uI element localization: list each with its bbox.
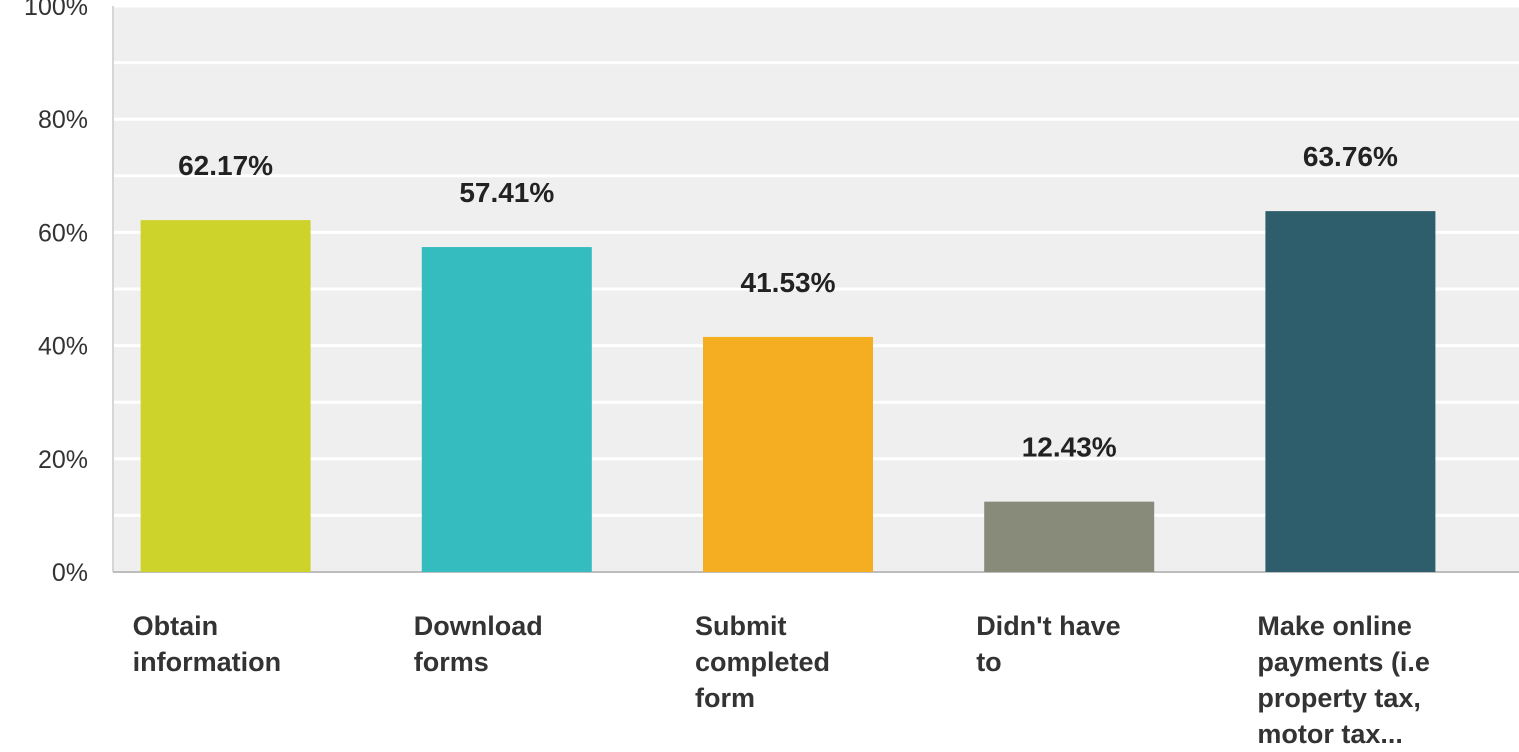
data-label: 12.43%: [1022, 432, 1117, 463]
x-tick-label-line: Download: [414, 611, 543, 641]
x-tick-label: Make online payments (i.e property tax, mot…: [1257, 611, 1430, 749]
x-tick-label-line: forms: [414, 647, 489, 677]
y-tick-label: 80%: [38, 106, 88, 134]
x-tick-label: Obtain information: [133, 611, 282, 677]
bar: [421, 247, 592, 573]
x-tick-label-line: property tax,: [1257, 683, 1421, 713]
x-tick-label-line: to: [976, 647, 1001, 677]
data-label: 57.41%: [459, 177, 554, 208]
x-tick-label-line: payments (i.e: [1257, 647, 1430, 677]
bar: [1265, 211, 1436, 572]
data-label: 62.17%: [178, 150, 273, 181]
x-tick-label-line: information: [133, 647, 282, 677]
data-label: 41.53%: [741, 267, 836, 298]
x-tick-label-line: form: [695, 683, 755, 713]
bar: [984, 501, 1155, 572]
x-tick-label: Download forms: [414, 611, 543, 677]
x-tick-label-line: motor tax...: [1257, 719, 1403, 749]
y-tick-label: 60%: [38, 219, 88, 247]
data-label: 63.76%: [1303, 141, 1398, 172]
x-tick-label-line: Obtain: [133, 611, 219, 641]
y-tick-label: 100%: [24, 0, 88, 21]
x-tick-label: Submit completed form: [695, 611, 830, 713]
y-tick-label: 0%: [52, 559, 88, 587]
y-tick-label: 40%: [38, 333, 88, 361]
x-tick-label-line: Didn't have: [976, 611, 1120, 641]
y-tick-label: 20%: [38, 446, 88, 474]
x-tick-label-line: Make online: [1257, 611, 1412, 641]
x-tick-label-line: completed: [695, 647, 830, 677]
bar: [703, 336, 873, 572]
bar: [140, 220, 311, 572]
x-tick-label-line: Submit: [695, 611, 787, 641]
x-tick-label: Didn't have to: [976, 611, 1120, 677]
